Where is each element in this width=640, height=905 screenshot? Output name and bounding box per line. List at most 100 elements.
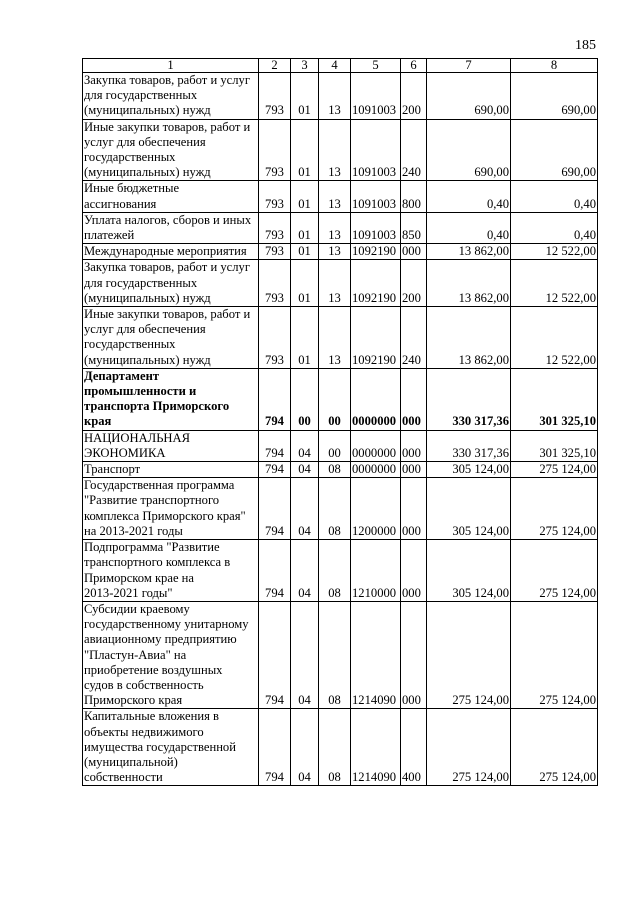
target-article-cell: 1091003 (350, 180, 401, 213)
target-article-cell: 0000000 (350, 429, 401, 463)
expense-type-cell: 000 (400, 477, 427, 541)
admin-code-cell: 793 (258, 72, 291, 120)
amount-cell: 0,40 (426, 211, 511, 245)
target-article-cell: 1200000 (350, 477, 401, 541)
amount-cell: 305 124,00 (426, 539, 511, 602)
expense-type-cell: 000 (400, 429, 427, 463)
subsection-cell: 08 (318, 600, 351, 710)
section-cell: 04 (290, 477, 319, 541)
amount-cell: 275 124,00 (426, 600, 511, 710)
amount-cell: 12 522,00 (510, 306, 598, 369)
section-cell: 01 (290, 118, 319, 182)
table-row: Капитальные вложения в объекты недвижимо… (82, 708, 598, 787)
amount-cell: 275 124,00 (510, 600, 598, 710)
amount-cell: 13 862,00 (426, 306, 511, 369)
target-article-cell: 1091003 (350, 72, 401, 120)
admin-code-cell: 793 (258, 306, 291, 369)
section-cell: 01 (290, 211, 319, 245)
header-cell: 3 (290, 58, 319, 73)
admin-code-cell: 794 (258, 477, 291, 541)
section-cell: 01 (290, 306, 319, 369)
expense-type-cell: 000 (400, 367, 427, 431)
expense-type-cell: 240 (400, 306, 427, 369)
row-name-cell: Транспорт (82, 461, 259, 479)
section-cell: 00 (290, 367, 319, 431)
admin-code-cell: 793 (258, 180, 291, 213)
expense-type-cell: 200 (400, 72, 427, 120)
table-row: НАЦИОНАЛЬНАЯ ЭКОНОМИКА 794 04 00 0000000 000 3… (82, 429, 598, 463)
expense-type-cell: 000 (400, 539, 427, 602)
amount-cell: 330 317,36 (426, 367, 511, 431)
amount-cell: 0,40 (510, 211, 598, 245)
table-row: Иные закупки товаров, работ и услуг для … (82, 306, 598, 369)
target-article-cell: 0000000 (350, 461, 401, 479)
amount-cell: 0,40 (426, 180, 511, 213)
subsection-cell: 13 (318, 180, 351, 213)
subsection-cell: 13 (318, 72, 351, 120)
section-cell: 01 (290, 180, 319, 213)
table-row: Международные мероприятия 793 01 13 1092190 0… (82, 243, 598, 261)
target-article-cell: 1210000 (350, 539, 401, 602)
amount-cell: 301 325,10 (510, 429, 598, 463)
amount-cell: 0,40 (510, 180, 598, 213)
section-cell: 04 (290, 600, 319, 710)
row-name-cell: Подпрограмма "Развитие транспортного ком… (82, 539, 259, 602)
section-cell: 04 (290, 539, 319, 602)
admin-code-cell: 794 (258, 600, 291, 710)
table-row: Иные бюджетные ассигнования 793 01 13 109100… (82, 180, 598, 213)
header-cell: 5 (350, 58, 401, 73)
amount-cell: 305 124,00 (426, 477, 511, 541)
admin-code-cell: 794 (258, 708, 291, 787)
section-cell: 01 (290, 243, 319, 261)
amount-cell: 275 124,00 (510, 461, 598, 479)
amount-cell: 12 522,00 (510, 243, 598, 261)
amount-cell: 690,00 (510, 72, 598, 120)
row-name-cell: Закупка товаров, работ и услуг для госуд… (82, 259, 259, 308)
expense-type-cell: 850 (400, 211, 427, 245)
section-cell: 04 (290, 708, 319, 787)
target-article-cell: 1091003 (350, 211, 401, 245)
target-article-cell: 1092190 (350, 243, 401, 261)
amount-cell: 13 862,00 (426, 259, 511, 308)
target-article-cell: 1214090 (350, 600, 401, 710)
amount-cell: 690,00 (426, 72, 511, 120)
target-article-cell: 1092190 (350, 306, 401, 369)
section-cell: 04 (290, 429, 319, 463)
row-name-cell: Капитальные вложения в объекты недвижимо… (82, 708, 259, 787)
subsection-cell: 08 (318, 477, 351, 541)
row-name-cell: Иные закупки товаров, работ и услуг для … (82, 306, 259, 369)
header-cell: 8 (510, 58, 598, 73)
expense-type-cell: 200 (400, 259, 427, 308)
table-row: Закупка товаров, работ и услуг для госуд… (82, 259, 598, 308)
subsection-cell: 00 (318, 429, 351, 463)
page-number: 185 (575, 38, 596, 53)
row-name-cell: Уплата налогов, сборов и иных платежей (82, 211, 259, 245)
row-name-cell: Субсидии краевому государственному унита… (82, 600, 259, 710)
admin-code-cell: 794 (258, 539, 291, 602)
amount-cell: 330 317,36 (426, 429, 511, 463)
table-row: Закупка товаров, работ и услуг для госуд… (82, 72, 598, 120)
admin-code-cell: 793 (258, 211, 291, 245)
table-row: Иные закупки товаров, работ и услуг для … (82, 118, 598, 182)
amount-cell: 690,00 (426, 118, 511, 182)
amount-cell: 690,00 (510, 118, 598, 182)
subsection-cell: 13 (318, 243, 351, 261)
admin-code-cell: 793 (258, 118, 291, 182)
expense-type-cell: 800 (400, 180, 427, 213)
target-article-cell: 1091003 (350, 118, 401, 182)
amount-cell: 275 124,00 (510, 539, 598, 602)
header-cell: 2 (258, 58, 291, 73)
expense-type-cell: 000 (400, 461, 427, 479)
header-cell: 6 (400, 58, 427, 73)
table-row: Департамент промышленности и транспорта … (82, 367, 598, 431)
expense-type-cell: 000 (400, 600, 427, 710)
amount-cell: 275 124,00 (510, 708, 598, 787)
subsection-cell: 08 (318, 539, 351, 602)
subsection-cell: 13 (318, 259, 351, 308)
target-article-cell: 1092190 (350, 259, 401, 308)
expense-type-cell: 400 (400, 708, 427, 787)
header-cell: 7 (426, 58, 511, 73)
amount-cell: 305 124,00 (426, 461, 511, 479)
expense-type-cell: 000 (400, 243, 427, 261)
subsection-cell: 13 (318, 118, 351, 182)
